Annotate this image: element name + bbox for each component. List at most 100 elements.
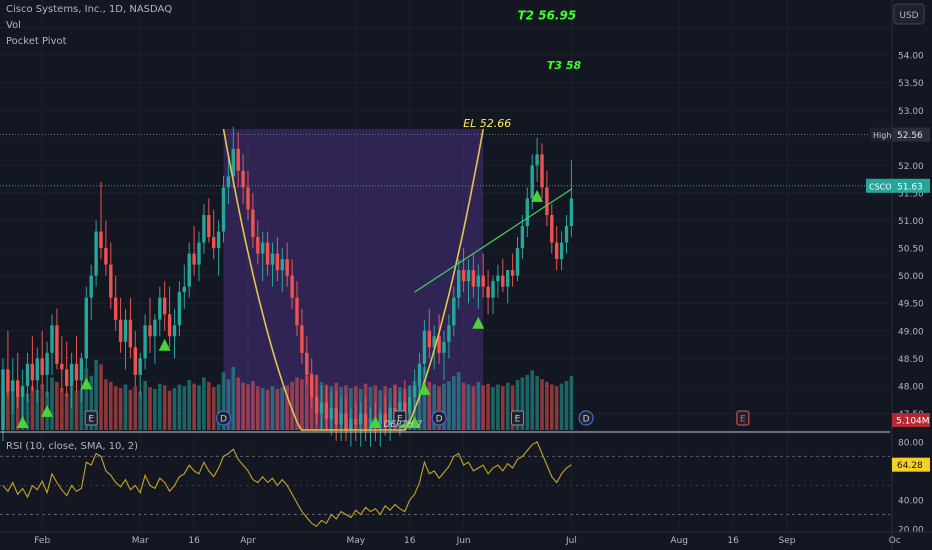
volume-bar[interactable] (486, 383, 490, 430)
earnings-marker[interactable] (511, 410, 524, 426)
candle[interactable] (363, 413, 368, 430)
volume-bar[interactable] (275, 388, 280, 430)
candle[interactable] (564, 226, 569, 243)
volume-bar[interactable] (295, 377, 299, 431)
candle[interactable] (481, 275, 485, 287)
candle[interactable] (246, 187, 250, 210)
candle[interactable] (545, 187, 549, 215)
candle[interactable] (265, 242, 270, 265)
volume-bar[interactable] (554, 386, 559, 430)
pocket-pivot-marker[interactable] (158, 338, 171, 351)
candle[interactable] (510, 270, 515, 276)
volume-bar[interactable] (545, 381, 549, 430)
volume-bar[interactable] (535, 375, 539, 430)
candle[interactable] (158, 297, 162, 320)
candle[interactable] (123, 319, 128, 342)
candle[interactable] (540, 154, 544, 188)
candle[interactable] (20, 385, 25, 397)
volume-bar[interactable] (133, 386, 138, 430)
candle[interactable] (427, 330, 431, 348)
volume-bar[interactable] (540, 379, 544, 430)
candle[interactable] (45, 352, 49, 375)
candle[interactable] (466, 270, 471, 282)
volume-bar[interactable] (280, 387, 285, 430)
volume-bar[interactable] (226, 379, 231, 430)
volume-bar[interactable] (256, 386, 260, 430)
rsi-line[interactable] (2, 441, 572, 527)
candle[interactable] (422, 330, 427, 364)
volume-bar[interactable] (427, 381, 432, 430)
volume-bar[interactable] (74, 390, 79, 430)
candle[interactable] (143, 325, 147, 359)
candle[interactable] (530, 165, 534, 199)
candle[interactable] (403, 402, 407, 414)
candle[interactable] (177, 292, 182, 326)
candle[interactable] (417, 363, 422, 386)
volume-bar[interactable] (305, 375, 309, 430)
volume-bar[interactable] (104, 379, 108, 430)
earnings-marker[interactable] (84, 410, 98, 426)
candle[interactable] (471, 270, 476, 287)
candle[interactable] (569, 198, 574, 227)
volume-bar[interactable] (265, 389, 270, 430)
candle[interactable] (270, 253, 275, 265)
volume-bar[interactable] (432, 384, 436, 431)
candle[interactable] (432, 336, 436, 348)
candle[interactable] (128, 319, 133, 348)
volume-bar[interactable] (236, 377, 240, 431)
volume-bar[interactable] (15, 395, 20, 430)
dividend-marker[interactable] (578, 410, 594, 426)
volume-bar[interactable] (172, 388, 177, 430)
candle[interactable] (94, 231, 98, 276)
candle[interactable] (349, 418, 353, 430)
candle[interactable] (280, 259, 284, 271)
candle[interactable] (339, 413, 343, 425)
candle[interactable] (55, 325, 59, 364)
volume-bar[interactable] (153, 388, 157, 430)
candle[interactable] (40, 358, 44, 375)
candle[interactable] (167, 314, 172, 337)
volume-bar[interactable] (192, 383, 196, 430)
candle[interactable] (202, 215, 206, 243)
volume-bar[interactable] (64, 393, 69, 430)
volume-bar[interactable] (99, 364, 103, 430)
volume-bar[interactable] (260, 388, 265, 430)
volume-bar[interactable] (466, 384, 471, 431)
candle[interactable] (314, 396, 319, 414)
candle[interactable] (535, 154, 539, 166)
volume-bar[interactable] (510, 385, 515, 430)
candle[interactable] (172, 325, 177, 337)
candle[interactable] (437, 336, 441, 353)
candle[interactable] (11, 380, 15, 392)
candle[interactable] (525, 198, 529, 227)
volume-bar[interactable] (128, 389, 133, 430)
currency-button[interactable] (893, 3, 925, 25)
candle[interactable] (457, 270, 461, 298)
volume-bar[interactable] (417, 377, 422, 431)
volume-bar[interactable] (94, 360, 98, 430)
pocket-pivot-marker[interactable] (41, 404, 54, 417)
volume-bar[interactable] (471, 386, 476, 430)
candle[interactable] (256, 237, 260, 254)
candle[interactable] (231, 148, 235, 177)
candle[interactable] (69, 363, 74, 386)
candle[interactable] (109, 264, 113, 298)
candle[interactable] (104, 248, 108, 265)
candle[interactable] (251, 209, 255, 238)
volume-bar[interactable] (177, 384, 182, 431)
candle[interactable] (226, 176, 231, 188)
volume-bar[interactable] (207, 381, 211, 430)
candle[interactable] (6, 369, 10, 392)
candle[interactable] (60, 363, 64, 370)
volume-bar[interactable] (84, 368, 89, 430)
volume-bar[interactable] (197, 385, 201, 430)
volume-bar[interactable] (246, 384, 250, 431)
candle[interactable] (89, 275, 93, 298)
volume-bar[interactable] (69, 386, 74, 430)
pocket-pivot-marker[interactable] (418, 382, 431, 395)
pocket-pivot-marker[interactable] (369, 416, 382, 428)
volume-bar[interactable] (158, 383, 162, 430)
candle[interactable] (182, 286, 186, 293)
